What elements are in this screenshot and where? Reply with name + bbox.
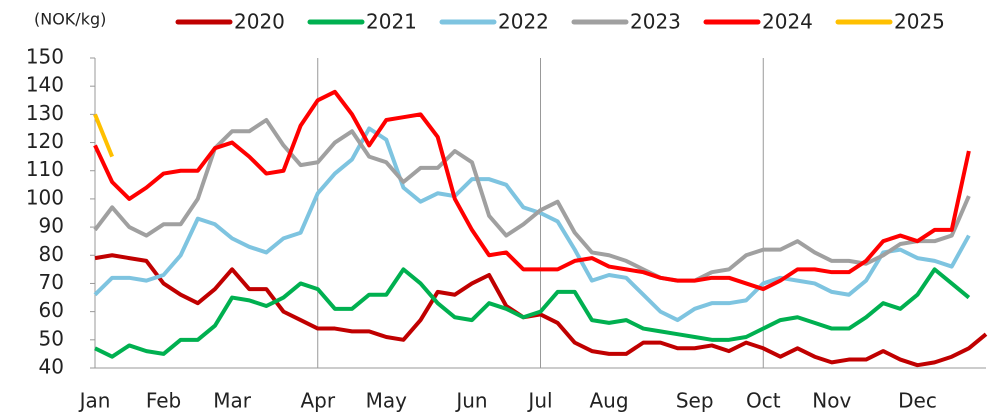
legend-label: 2023 bbox=[630, 10, 681, 34]
y-tick-label: 70 bbox=[39, 270, 64, 294]
y-tick-label: 60 bbox=[39, 298, 64, 322]
y-tick-label: 80 bbox=[39, 242, 64, 266]
x-tick-label: Mar bbox=[213, 389, 252, 413]
legend-label: 2022 bbox=[498, 10, 549, 34]
legend-label: 2020 bbox=[234, 10, 285, 34]
y-tick-label: 130 bbox=[26, 101, 64, 125]
x-tick-label: Nov bbox=[812, 389, 851, 413]
y-tick-label: 50 bbox=[39, 326, 64, 350]
y-tick-label: 140 bbox=[26, 73, 64, 97]
legend-label: 2025 bbox=[894, 10, 945, 34]
series-line bbox=[94, 267, 971, 359]
y-tick-label: 90 bbox=[39, 214, 64, 238]
x-tick-label: Feb bbox=[146, 389, 181, 413]
x-tick-label: May bbox=[366, 389, 408, 413]
series-line bbox=[93, 118, 971, 283]
x-tick-label: Jul bbox=[526, 389, 552, 413]
series-line bbox=[93, 89, 971, 292]
y-tick-label: 40 bbox=[39, 355, 64, 379]
y-axis-label: (NOK/kg) bbox=[34, 10, 106, 29]
y-tick-label: 150 bbox=[26, 45, 64, 69]
series-line bbox=[94, 253, 988, 368]
series-line bbox=[93, 126, 971, 323]
x-tick-label: Sep bbox=[676, 389, 714, 413]
x-tick-label: Jun bbox=[454, 389, 487, 413]
y-tick-label: 100 bbox=[26, 185, 64, 209]
x-tick-label: Apr bbox=[300, 389, 335, 413]
y-tick-label: 120 bbox=[26, 129, 64, 153]
y-tick-label: 110 bbox=[26, 157, 64, 181]
legend-label: 2021 bbox=[366, 10, 417, 34]
legend-label: 2024 bbox=[762, 10, 813, 34]
x-tick-label: Oct bbox=[746, 389, 781, 413]
series-line bbox=[93, 113, 114, 158]
x-tick-label: Jan bbox=[78, 389, 111, 413]
x-tick-label: Aug bbox=[590, 389, 629, 413]
x-tick-label: Dec bbox=[898, 389, 937, 413]
